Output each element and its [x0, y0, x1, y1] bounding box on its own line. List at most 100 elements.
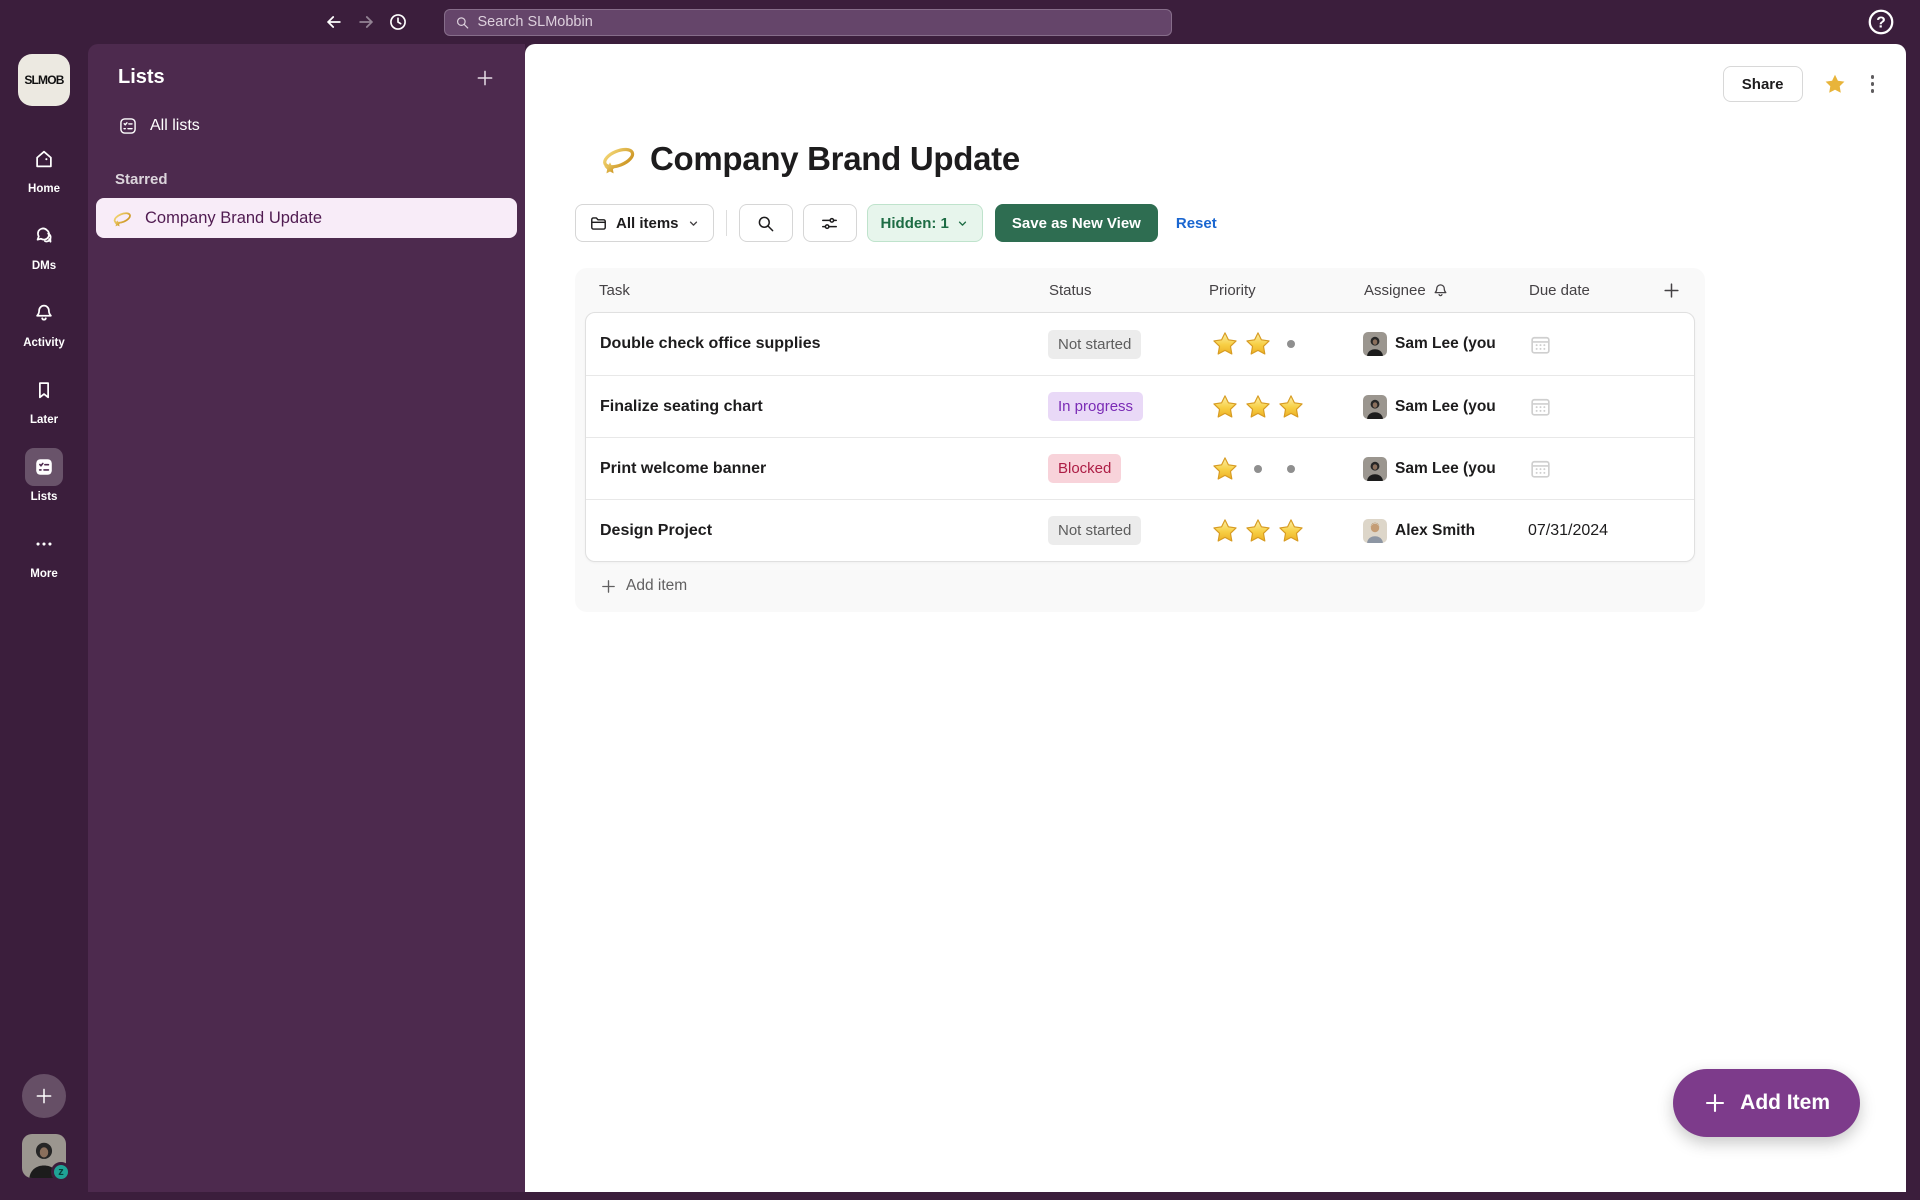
calendar-icon — [1531, 460, 1550, 478]
forward-arrow-icon[interactable] — [350, 6, 382, 38]
more-options-kebab-icon[interactable] — [1867, 71, 1879, 97]
task-cell[interactable]: Finalize seating chart — [600, 397, 763, 415]
folder-icon — [591, 216, 606, 230]
status-badge[interactable]: Not started — [1048, 516, 1142, 545]
add-item-row[interactable]: Add item — [575, 562, 1705, 610]
status-badge[interactable]: Blocked — [1048, 454, 1122, 483]
lists-sidebar: Lists All lists Starred Company Brand Up… — [88, 44, 525, 1192]
all-lists-icon — [120, 118, 136, 134]
add-column-button[interactable] — [1649, 281, 1681, 300]
rail-item-more[interactable]: More — [25, 525, 63, 580]
main-area: SLMOB Home DMs Activity Later Lists More — [0, 44, 1920, 1200]
due-date-cell[interactable] — [1528, 332, 1648, 357]
table-header-row: Task Status Priority Assignee Due date — [575, 268, 1705, 312]
svg-text:?: ? — [1876, 14, 1886, 31]
priority-stars[interactable] — [1208, 516, 1363, 546]
table-row: Double check office supplies Not started… — [586, 313, 1694, 375]
filter-button[interactable] — [802, 204, 857, 242]
search-bar[interactable] — [444, 8, 1172, 36]
assignee-cell[interactable]: Sam Lee (you — [1363, 456, 1528, 481]
rail-item-activity[interactable]: Activity — [23, 294, 65, 349]
column-header-priority: Priority — [1209, 281, 1256, 299]
avatar — [1363, 394, 1387, 419]
star-priority-icon — [1245, 394, 1270, 418]
priority-stars[interactable] — [1208, 329, 1363, 359]
due-date-cell[interactable] — [1528, 456, 1648, 481]
search-input[interactable] — [477, 14, 1161, 30]
rail-add-button[interactable] — [22, 1074, 66, 1118]
table-row: Finalize seating chart In progress Sam L… — [586, 375, 1694, 437]
later-bookmark-icon — [39, 382, 49, 399]
plus-icon — [602, 579, 615, 593]
plus-icon — [36, 1088, 52, 1104]
assignee-cell[interactable]: Alex Smith — [1363, 518, 1528, 543]
avatar — [1363, 332, 1387, 356]
chevron-down-icon — [689, 220, 697, 226]
starred-section-label: Starred — [115, 171, 168, 188]
task-cell[interactable]: Print welcome banner — [600, 459, 767, 477]
due-date-cell[interactable]: 07/31/2024 — [1528, 521, 1609, 539]
history-clock-icon[interactable] — [382, 6, 414, 38]
status-badge[interactable]: Not started — [1048, 329, 1142, 359]
filter-sliders-icon — [822, 217, 838, 229]
star-priority-icon — [1278, 518, 1303, 542]
column-header-status: Status — [1049, 281, 1092, 299]
user-avatar[interactable]: z — [22, 1134, 71, 1182]
rail-item-home[interactable]: Home — [25, 140, 63, 195]
assignee-cell[interactable]: Sam Lee (you — [1363, 332, 1528, 356]
plus-icon — [1706, 1093, 1725, 1113]
star-priority-icon — [1245, 332, 1270, 355]
sidebar-add-button[interactable] — [475, 68, 495, 88]
away-z-badge: z — [51, 1162, 71, 1182]
help-icon[interactable]: ? — [1866, 7, 1896, 37]
star-priority-icon — [1212, 456, 1237, 480]
task-cell[interactable]: Double check office supplies — [600, 335, 821, 352]
all-items-dropdown[interactable]: All items — [575, 204, 714, 242]
top-bar: ? — [0, 0, 1920, 44]
search-icon — [758, 216, 774, 231]
column-header-task: Task — [599, 281, 630, 299]
sidebar-item-all-lists[interactable]: All lists — [88, 107, 525, 145]
star-priority-icon — [1278, 394, 1303, 418]
column-header-assignee: Assignee — [1364, 282, 1529, 299]
share-button[interactable]: Share — [1722, 66, 1803, 102]
content-panel: Share Company Brand Update All items — [525, 44, 1906, 1192]
table-row: Print welcome banner Blocked Sam Lee (yo… — [586, 437, 1694, 499]
plus-icon — [1664, 282, 1679, 298]
back-arrow-icon[interactable] — [318, 6, 350, 38]
favorite-star-icon[interactable] — [1823, 72, 1847, 96]
add-item-fab[interactable]: Add Item — [1673, 1069, 1860, 1137]
sidebar-title: Lists — [118, 66, 165, 88]
save-as-new-view-button[interactable]: Save as New View — [994, 204, 1158, 242]
star-priority-icon — [1212, 394, 1237, 418]
hidden-fields-dropdown[interactable]: Hidden: 1 — [866, 204, 983, 242]
workspace-logo[interactable]: SLMOB — [18, 54, 70, 106]
avatar — [1363, 518, 1387, 543]
rail-item-later[interactable]: Later — [25, 371, 63, 426]
more-dots-icon — [36, 542, 52, 546]
plus-icon — [477, 70, 493, 85]
reset-link[interactable]: Reset — [1175, 214, 1217, 232]
rail-item-dms[interactable]: DMs — [25, 217, 63, 272]
priority-stars[interactable] — [1208, 392, 1363, 422]
avatar — [1363, 456, 1387, 481]
calendar-icon — [1531, 398, 1550, 416]
toolbar-divider — [725, 210, 727, 236]
activity-bell-icon — [36, 304, 52, 321]
sidebar-item-company-brand-update[interactable]: Company Brand Update — [96, 198, 517, 238]
priority-stars[interactable] — [1208, 454, 1363, 484]
search-items-button[interactable] — [738, 204, 793, 242]
table-card: Double check office supplies Not started… — [585, 312, 1695, 562]
assignee-cell[interactable]: Sam Lee (you — [1363, 394, 1528, 419]
table-row: Design Project Not started Alex Smith 07… — [586, 499, 1694, 561]
dizzy-star-emoji — [603, 147, 635, 174]
column-header-due-date: Due date — [1529, 281, 1590, 299]
task-cell[interactable]: Design Project — [600, 521, 713, 539]
star-priority-icon — [1212, 518, 1237, 542]
rail-item-lists[interactable]: Lists — [25, 448, 63, 503]
calendar-icon — [1531, 336, 1550, 354]
home-icon — [36, 150, 52, 168]
status-badge[interactable]: In progress — [1048, 392, 1144, 421]
due-date-cell[interactable] — [1528, 394, 1648, 419]
bell-icon[interactable] — [1432, 282, 1449, 299]
